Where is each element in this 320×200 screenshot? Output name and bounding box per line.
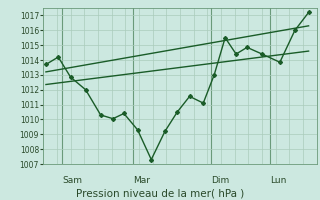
Text: Dim: Dim — [212, 176, 230, 185]
Text: Mar: Mar — [133, 176, 150, 185]
Text: Lun: Lun — [270, 176, 287, 185]
Text: Sam: Sam — [62, 176, 82, 185]
Text: Pression niveau de la mer( hPa ): Pression niveau de la mer( hPa ) — [76, 188, 244, 198]
